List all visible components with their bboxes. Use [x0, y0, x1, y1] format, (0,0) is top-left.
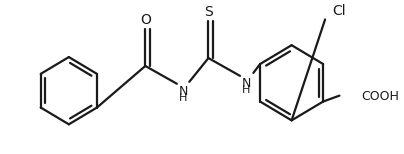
- Text: N: N: [242, 77, 251, 90]
- Text: H: H: [242, 85, 250, 95]
- Text: S: S: [204, 6, 213, 20]
- Text: H: H: [179, 93, 187, 103]
- Text: N: N: [179, 85, 188, 98]
- Text: COOH: COOH: [362, 90, 399, 103]
- Text: Cl: Cl: [333, 4, 346, 18]
- Text: O: O: [140, 13, 151, 27]
